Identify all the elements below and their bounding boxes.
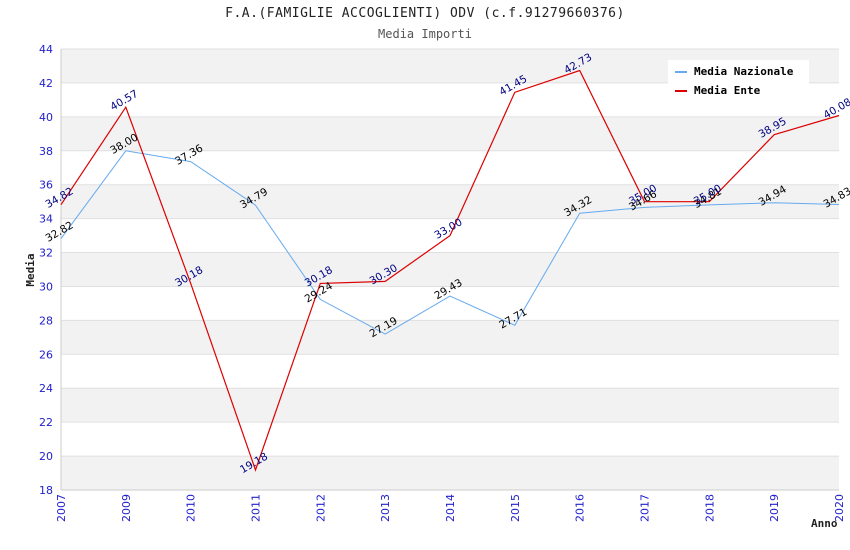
series-lines <box>60 69 840 472</box>
chart-subtitle: Media Importi <box>378 27 472 41</box>
x-tick-label: 2013 <box>379 494 392 522</box>
y-tick-label: 28 <box>39 314 53 327</box>
y-tick-label: 18 <box>39 484 53 497</box>
series-line-media-nazionale <box>60 150 840 335</box>
grid-band <box>61 116 839 151</box>
x-tick-label: 2007 <box>55 494 68 522</box>
legend-label-media-nazionale: Media Nazionale <box>694 65 794 78</box>
grid-bands <box>61 49 839 490</box>
y-tick-label: 38 <box>39 145 53 158</box>
x-tick-label: 2017 <box>639 494 652 522</box>
legend-box <box>668 60 809 102</box>
x-tick-label: 2020 <box>833 494 846 522</box>
x-tick-labels: 2007 2009 2010 2011 2012 2013 2014 2015 2016 2017… <box>55 494 846 522</box>
y-axis-label: Media <box>24 253 37 286</box>
legend: Media Nazionale Media Ente <box>668 60 809 102</box>
y-tick-label: 36 <box>39 179 53 192</box>
grid-band <box>61 184 839 219</box>
axes <box>60 49 839 491</box>
x-tick-label: 2012 <box>314 494 327 522</box>
y-tick-label: 32 <box>39 247 53 260</box>
y-tick-label: 20 <box>39 450 53 463</box>
y-tick-label: 42 <box>39 77 53 90</box>
y-tick-label: 40 <box>39 111 53 124</box>
y-tick-label: 30 <box>39 280 53 293</box>
grid-band <box>61 456 839 490</box>
y-tick-label: 22 <box>39 416 53 429</box>
y-tick-labels: 18 20 22 24 26 28 30 32 34 36 38 40 42 44 <box>39 43 53 497</box>
legend-label-media-ente: Media Ente <box>694 84 761 97</box>
x-tick-label: 2019 <box>768 494 781 522</box>
grid-band <box>61 320 839 355</box>
x-axis-label: Anno <box>811 517 838 530</box>
x-tick-label: 2010 <box>185 494 198 522</box>
series-line-media-ente <box>60 69 840 472</box>
y-tick-label: 24 <box>39 382 53 395</box>
x-tick-label: 2009 <box>120 494 133 522</box>
y-tick-label: 34 <box>39 213 53 226</box>
chart-title: F.A.(FAMIGLIE ACCOGLIENTI) ODV (c.f.9127… <box>225 6 625 21</box>
x-tick-label: 2011 <box>250 494 263 522</box>
data-label: 33.00 <box>432 216 464 241</box>
y-tick-label: 26 <box>39 348 53 361</box>
grid-band <box>61 252 839 287</box>
x-tick-label: 2015 <box>509 494 522 522</box>
x-tick-label: 2016 <box>574 494 587 522</box>
y-tick-label: 44 <box>39 43 53 56</box>
grid-band <box>61 388 839 423</box>
x-tick-label: 2014 <box>444 494 457 522</box>
x-tick-label: 2018 <box>703 494 716 522</box>
